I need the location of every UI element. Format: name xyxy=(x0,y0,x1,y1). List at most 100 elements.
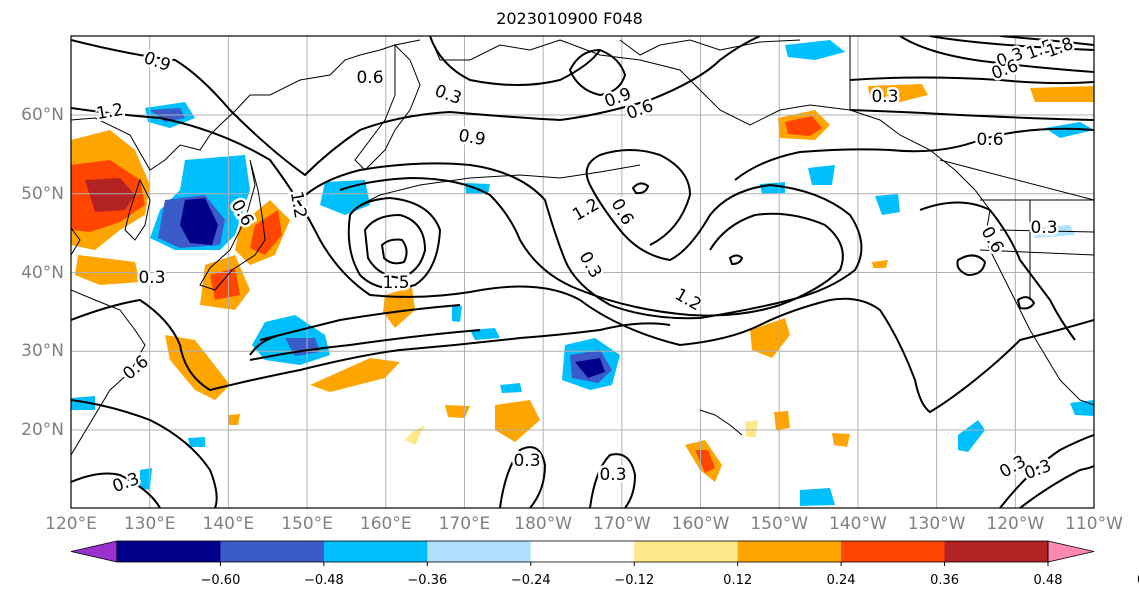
warm-anomaly xyxy=(872,260,888,268)
lon-label: 110°W xyxy=(1065,514,1123,534)
colorbar-segment xyxy=(220,541,325,562)
coastline-alaska xyxy=(559,39,1094,406)
contour-line xyxy=(956,254,987,277)
warm-anomaly xyxy=(383,287,415,328)
contour-label: 0.3 xyxy=(513,451,540,471)
lat-label: 30°N xyxy=(21,341,64,362)
contour-label: 0.3 xyxy=(575,248,606,281)
lon-label: 170°W xyxy=(592,514,651,534)
lon-label: 130°W xyxy=(907,514,966,534)
colorbar-tick-label: −0.60 xyxy=(200,573,241,588)
colorbar-segment xyxy=(737,541,842,562)
colorbar-segment xyxy=(117,541,221,562)
warm-anomaly xyxy=(75,255,140,285)
contour-label: 0.9 xyxy=(141,48,173,76)
cool-anomaly xyxy=(785,40,845,60)
contour-label: 0.6 xyxy=(356,68,383,88)
coastline-hawaii xyxy=(699,409,743,436)
contour-label: 0.3 xyxy=(871,87,898,107)
contour-label: 1.2 xyxy=(95,100,125,124)
coastline-korea xyxy=(124,178,151,241)
cool-anomaly xyxy=(140,468,152,490)
coastline-aleutians xyxy=(359,164,641,206)
lat-lon-grid xyxy=(71,36,1094,508)
map-frame xyxy=(70,35,1095,509)
contour-label: 1.5 xyxy=(382,273,409,293)
cool-anomaly xyxy=(808,165,835,185)
cool-anomaly xyxy=(800,488,835,506)
colorbar-tick-label: 0.48 xyxy=(1033,573,1063,588)
lat-label: 40°N xyxy=(21,262,64,283)
colorbar-tick-label: 0.24 xyxy=(826,573,856,588)
cool-anomaly xyxy=(71,396,95,410)
cool-anomaly xyxy=(575,358,605,378)
contour-label: 0.9 xyxy=(457,126,487,150)
lon-label: 140°E xyxy=(202,514,255,534)
contour-line xyxy=(589,453,637,508)
anomaly-shading xyxy=(71,40,1094,506)
warm-anomaly xyxy=(165,335,230,400)
colorbar-tick-label: −0.12 xyxy=(614,573,655,588)
colorbar-segment xyxy=(530,541,635,562)
contour-line xyxy=(259,304,461,341)
colorbar-extend-max xyxy=(1047,540,1095,563)
colorbar-segment xyxy=(427,541,532,562)
lat-label: 20°N xyxy=(21,420,64,440)
colorbar-tick-label: 0.60 xyxy=(1137,573,1139,588)
warm-anomaly xyxy=(868,84,928,102)
contour-line xyxy=(71,107,1094,414)
contour-line xyxy=(1016,296,1036,310)
cool-anomaly xyxy=(500,383,522,393)
coastline-asia xyxy=(71,39,421,171)
contour-label: 0.6 xyxy=(976,130,1003,150)
contour-line xyxy=(249,329,481,361)
colorbar-tick-label: 0.12 xyxy=(723,573,753,588)
warm-anomaly xyxy=(210,268,240,300)
contour-line xyxy=(631,182,650,195)
contour-label: 0.6 xyxy=(607,195,638,228)
contour-label: 0.3 xyxy=(1030,218,1057,238)
lon-label: 160°E xyxy=(359,514,412,534)
warm-anomaly xyxy=(495,400,540,442)
contour-line xyxy=(380,238,408,265)
contour-label: 1.2 xyxy=(671,285,704,316)
colorbar-segment xyxy=(323,541,428,562)
contour-line xyxy=(71,399,218,508)
colorbar-tick-label: −0.36 xyxy=(407,573,448,588)
contour-line xyxy=(499,446,547,508)
lat-label: 60°N xyxy=(21,105,64,125)
contour-label: 0.3 xyxy=(599,465,626,485)
colorbar-tick-label: −0.24 xyxy=(510,573,551,588)
border-canada xyxy=(849,36,1094,233)
contour-label: 0.3 xyxy=(996,452,1029,483)
warm-anomaly xyxy=(695,450,715,473)
warm-anomaly xyxy=(750,318,790,358)
warm-anomaly xyxy=(85,178,135,212)
contour-line xyxy=(734,127,1094,181)
colorbar-tick-label: −0.48 xyxy=(303,573,344,588)
coastline-kamchatka xyxy=(354,43,421,171)
contour-line xyxy=(919,201,1076,341)
contour-line xyxy=(849,36,1094,121)
warm-anomaly xyxy=(405,425,425,445)
contour-label: 1.2 xyxy=(286,190,310,220)
cool-anomaly xyxy=(1070,400,1094,416)
lon-label: 140°W xyxy=(829,514,887,534)
contour-label: 0.3 xyxy=(432,81,464,109)
coastlines xyxy=(71,36,1094,456)
warm-anomaly xyxy=(250,210,282,255)
warm-anomaly xyxy=(445,405,470,418)
lon-label: 160°W xyxy=(671,514,730,534)
coastline-asia xyxy=(71,227,146,456)
contour-line xyxy=(429,36,601,86)
contour-line xyxy=(299,149,863,320)
cool-anomaly xyxy=(760,182,785,194)
colorbar-tick-label: 0.36 xyxy=(930,573,960,588)
cool-anomaly xyxy=(188,437,205,447)
contour-line xyxy=(568,48,627,97)
contour-line xyxy=(71,36,761,177)
contour-line xyxy=(363,213,427,280)
border-us-states xyxy=(979,200,1094,300)
contour-label: 0.3 xyxy=(138,268,165,288)
